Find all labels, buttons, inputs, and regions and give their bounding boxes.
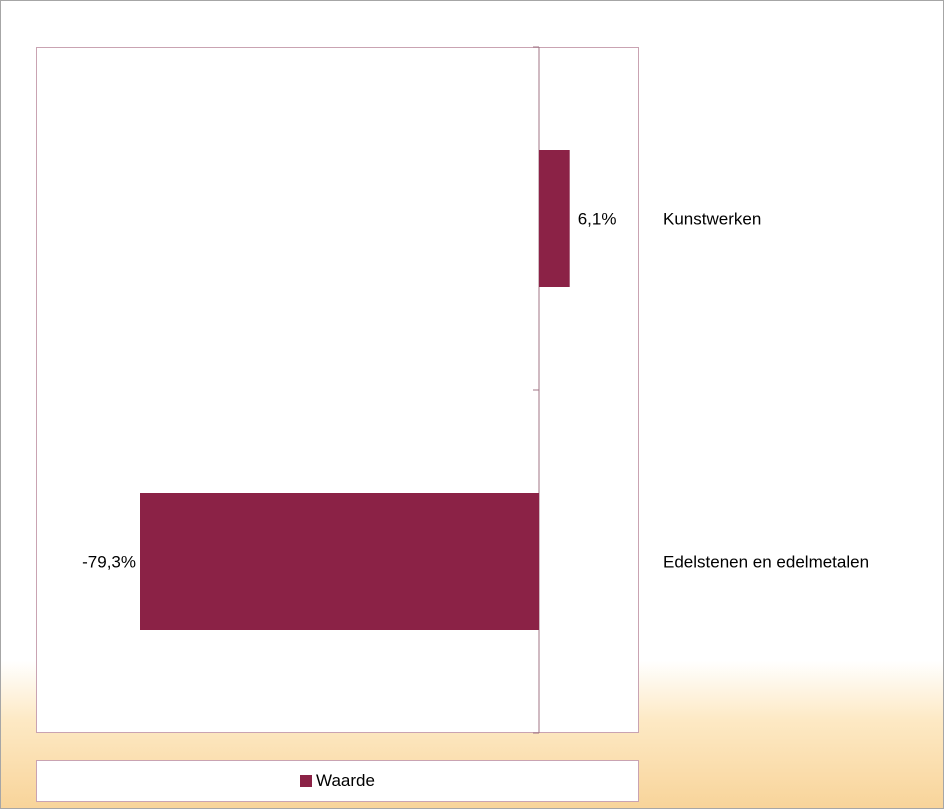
- category-label: Kunstwerken: [663, 210, 761, 229]
- legend: Waarde: [36, 760, 639, 802]
- bar: [539, 150, 570, 287]
- legend-label: Waarde: [316, 771, 375, 790]
- bar: [140, 493, 539, 630]
- bar-layer: [140, 150, 570, 630]
- axis-layer: [533, 46, 540, 734]
- data-label: 6,1%: [578, 210, 617, 229]
- label-layer: 6,1% Kunstwerken -79,3% Edelstenen en edelm…: [82, 210, 869, 572]
- data-label: -79,3%: [82, 553, 136, 572]
- category-label: Edelstenen en edelmetalen: [663, 553, 869, 572]
- legend-swatch: [300, 775, 313, 787]
